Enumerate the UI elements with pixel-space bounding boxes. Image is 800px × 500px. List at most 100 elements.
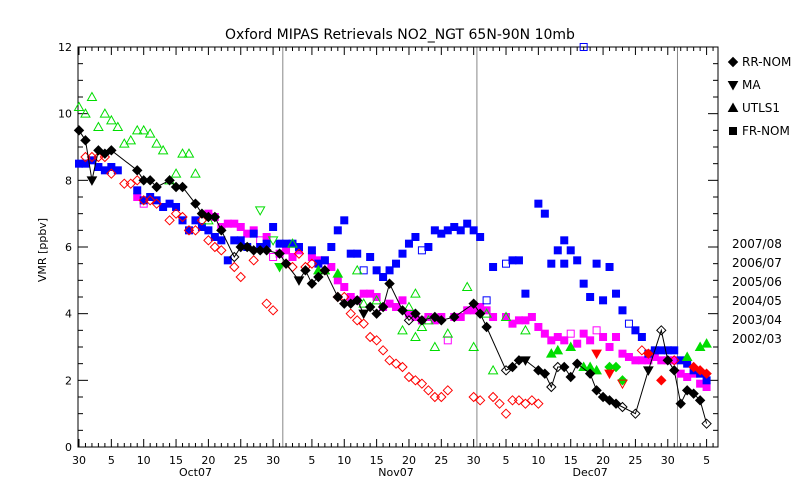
- data-point: [533, 398, 544, 409]
- data-point: [372, 266, 381, 275]
- legend-label: FR-NOM: [742, 124, 790, 138]
- data-point: [306, 278, 318, 289]
- month-label: Nov07: [378, 466, 413, 479]
- data-point: [461, 281, 473, 291]
- data-point: [254, 206, 266, 216]
- data-point: [112, 121, 124, 131]
- data-point: [500, 408, 512, 419]
- data-point: [313, 271, 324, 283]
- data-point: [520, 324, 531, 335]
- data-point: [429, 341, 441, 351]
- data-point: [307, 246, 316, 255]
- data-point: [209, 241, 221, 253]
- data-point: [340, 283, 349, 291]
- data-point: [694, 365, 706, 376]
- data-point: [125, 178, 136, 189]
- data-point: [520, 356, 531, 366]
- data-point: [637, 333, 646, 341]
- data-point: [430, 226, 439, 235]
- data-point: [119, 178, 130, 189]
- data-point: [559, 361, 570, 373]
- y-tick-label: 4: [65, 308, 72, 321]
- data-point: [73, 125, 85, 136]
- x-tick-label: 15: [370, 454, 384, 467]
- axes: 0 2 4 6 8 10 12 30 5 10 15 20 25 30 5 10 15 20 25 30 5 10 15 20…: [58, 41, 718, 479]
- data-point: [476, 233, 485, 241]
- x-tick-label: 10: [531, 454, 545, 467]
- legend-symbol-triangle-down-icon: [727, 81, 739, 91]
- data-point: [216, 245, 227, 256]
- data-point: [333, 276, 342, 285]
- data-point: [340, 216, 349, 225]
- data-point: [610, 398, 622, 409]
- data-point: [599, 333, 608, 341]
- data-point: [513, 395, 525, 406]
- data-point: [675, 398, 686, 409]
- data-point: [177, 211, 188, 223]
- data-point: [701, 338, 712, 348]
- data-point: [534, 323, 543, 331]
- data-point: [546, 381, 557, 393]
- data-point: [243, 229, 252, 238]
- data-point: [463, 219, 472, 228]
- data-point: [235, 271, 246, 283]
- data-point: [442, 328, 454, 338]
- data-point: [125, 134, 137, 145]
- data-point: [631, 356, 640, 365]
- data-point: [683, 373, 692, 381]
- data-point: [410, 331, 421, 341]
- data-point: [280, 258, 292, 269]
- data-point: [592, 326, 601, 335]
- data-point: [138, 124, 150, 135]
- data-point: [566, 329, 575, 338]
- data-point: [75, 159, 83, 168]
- data-point: [643, 348, 654, 359]
- data-point: [274, 263, 285, 273]
- data-point: [371, 294, 382, 305]
- data-point: [73, 101, 85, 111]
- data-point: [410, 308, 421, 319]
- data-point: [533, 365, 544, 376]
- month-label: Dec07: [572, 466, 607, 479]
- data-point: [223, 256, 232, 265]
- data-point: [113, 166, 122, 175]
- data-point: [164, 215, 175, 226]
- data-point: [256, 236, 265, 245]
- data-point: [469, 226, 478, 235]
- data-point: [398, 296, 407, 305]
- data-point: [178, 216, 187, 225]
- data-point: [573, 339, 582, 348]
- data-point: [618, 306, 627, 315]
- data-point: [610, 361, 622, 373]
- x-tick-label: 30: [72, 454, 86, 467]
- data-point: [456, 226, 465, 235]
- data-point: [657, 346, 666, 355]
- data-point: [80, 108, 91, 118]
- data-point: [196, 215, 208, 226]
- data-point: [332, 268, 344, 278]
- data-point: [364, 331, 376, 343]
- data-point: [612, 333, 621, 341]
- data-point: [204, 226, 213, 235]
- data-point: [190, 168, 201, 178]
- data-point: [487, 364, 499, 375]
- data-point: [274, 248, 285, 259]
- data-point: [592, 259, 601, 268]
- data-point: [190, 198, 201, 209]
- x-tick-label: 10: [137, 454, 151, 467]
- data-point: [106, 145, 117, 156]
- data-point: [397, 305, 408, 316]
- data-point: [643, 366, 654, 376]
- data-point: [275, 239, 284, 248]
- data-point: [165, 199, 174, 208]
- data-point: [172, 203, 181, 211]
- data-point: [481, 321, 492, 333]
- data-point: [591, 385, 602, 396]
- data-point: [132, 165, 143, 176]
- data-point: [359, 289, 368, 298]
- data-point: [384, 355, 395, 366]
- x-tick-label: 5: [308, 454, 315, 467]
- data-point: [190, 225, 201, 236]
- y-axis-label: VMR [ppbv]: [36, 218, 49, 282]
- data-point: [379, 273, 388, 281]
